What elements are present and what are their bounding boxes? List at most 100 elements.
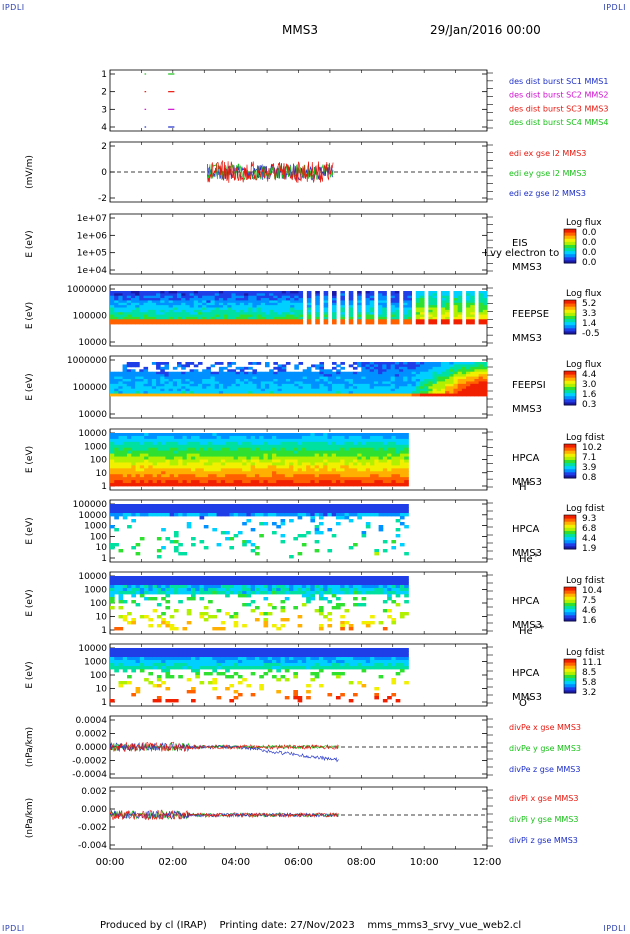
hpca-cell: [280, 582, 286, 586]
hpca-cell: [323, 507, 328, 511]
hpca-cell: [135, 468, 141, 472]
spectrogram-cell: [482, 371, 488, 375]
hpca-cell: [306, 450, 311, 455]
hpca-cell: [216, 477, 222, 481]
spectrogram-cell: [348, 388, 354, 392]
hpca-cell: [306, 513, 311, 517]
spectrogram-cell: [189, 295, 195, 299]
hpca-cell: [353, 597, 358, 601]
hpca-cell: [246, 447, 252, 452]
spacecraft-label: MMS3: [512, 404, 542, 415]
spectrogram-cell: [315, 291, 320, 294]
spectrogram-cell: [440, 309, 446, 313]
hpca-cell: [212, 627, 217, 631]
spectrogram-cell: [281, 386, 287, 390]
hpca-cell: [395, 579, 401, 583]
spectrogram-cell: [453, 369, 459, 373]
hpca-cell: [331, 585, 337, 589]
hpca-cell: [340, 447, 345, 452]
colorbar-swatch: [564, 515, 576, 519]
hpca-cell: [139, 504, 145, 508]
spectrogram-cell: [223, 393, 228, 397]
hpca-cell: [335, 462, 341, 466]
spectrogram-cell: [344, 391, 350, 394]
spectrogram-cell: [239, 376, 245, 380]
hpca-cell: [382, 459, 388, 463]
spectrogram-cell: [197, 291, 203, 294]
hpca-cell: [165, 621, 171, 625]
spectrogram-cell: [407, 381, 412, 385]
hpca-cell: [276, 504, 281, 508]
spectrogram-cell: [403, 314, 408, 318]
hpca-cell: [284, 462, 290, 466]
hpca-cell: [378, 441, 384, 446]
hpca-cell: [370, 456, 375, 460]
spectrogram-cell: [248, 309, 253, 313]
spectrogram-cell: [382, 364, 387, 368]
hpca-cell: [242, 513, 247, 517]
ytick-label: 1e+07: [77, 214, 107, 224]
hpca-cell: [208, 468, 213, 472]
hpca-cell: [382, 627, 388, 631]
spectrogram-cell: [126, 316, 132, 320]
hpca-cell: [259, 513, 264, 517]
hpca-cell: [318, 459, 324, 463]
colorbar-swatch: [564, 241, 576, 245]
spectrogram-cell: [156, 371, 161, 375]
spectrogram-cell: [365, 293, 371, 297]
spectrogram-cell: [269, 374, 274, 377]
hpca-cell: [404, 474, 409, 478]
spectrogram-cell: [332, 298, 337, 301]
spectrogram-cell: [365, 321, 371, 325]
hpca-cell: [378, 504, 384, 508]
spectrogram-cell: [294, 371, 299, 375]
spectrogram-cell: [139, 393, 144, 397]
hpca-cell: [165, 483, 171, 487]
hpca-cell: [254, 465, 260, 469]
spectrogram-cell: [193, 393, 199, 397]
hpca-cell: [178, 474, 183, 478]
hpca-cell: [144, 576, 149, 580]
spectrogram-cell: [231, 388, 237, 392]
spectrogram-cell: [332, 316, 337, 320]
hpca-cell: [242, 477, 247, 481]
hpca-cell: [306, 435, 311, 440]
hpca-cell: [139, 474, 145, 478]
hpca-cell: [250, 444, 256, 449]
hpca-cell: [135, 474, 141, 478]
hpca-cell: [365, 624, 371, 628]
spectrogram-cell: [415, 295, 421, 299]
spectrogram-cell: [172, 376, 178, 380]
spectrogram-cell: [315, 391, 320, 394]
spectrogram-cell: [172, 383, 178, 387]
spectrogram-cell: [340, 314, 345, 318]
spectrogram-cell: [256, 298, 262, 301]
hpca-cell: [399, 615, 405, 619]
hpca-cell: [216, 433, 222, 437]
hpca-cell: [327, 588, 333, 592]
instrument-label: FEEPSE: [512, 309, 549, 320]
hpca-cell: [314, 433, 320, 437]
hpca-cell: [216, 459, 222, 463]
hpca-cell: [301, 450, 307, 455]
hpca-cell: [254, 450, 260, 455]
spectrogram-cell: [285, 291, 291, 294]
spectrogram-cell: [332, 386, 337, 390]
species-charge: +: [526, 479, 532, 487]
hpca-cell: [378, 588, 384, 592]
spectrogram-cell: [357, 364, 362, 368]
spectrogram-cell: [214, 379, 220, 382]
spectrogram-cell: [130, 319, 136, 323]
hpca-cell: [114, 663, 119, 667]
hpca-cell: [310, 507, 316, 511]
hpca-cell: [263, 585, 269, 589]
hpca-cell: [331, 474, 337, 478]
spectrogram-cell: [470, 376, 475, 380]
hpca-cell: [335, 522, 341, 526]
spectrogram-cell: [244, 309, 249, 313]
hpca-cell: [374, 582, 380, 586]
hpca-cell: [276, 582, 281, 586]
hpca-cell: [237, 477, 243, 481]
spectrogram-cell: [419, 316, 425, 320]
spectrogram-cell: [202, 371, 207, 375]
